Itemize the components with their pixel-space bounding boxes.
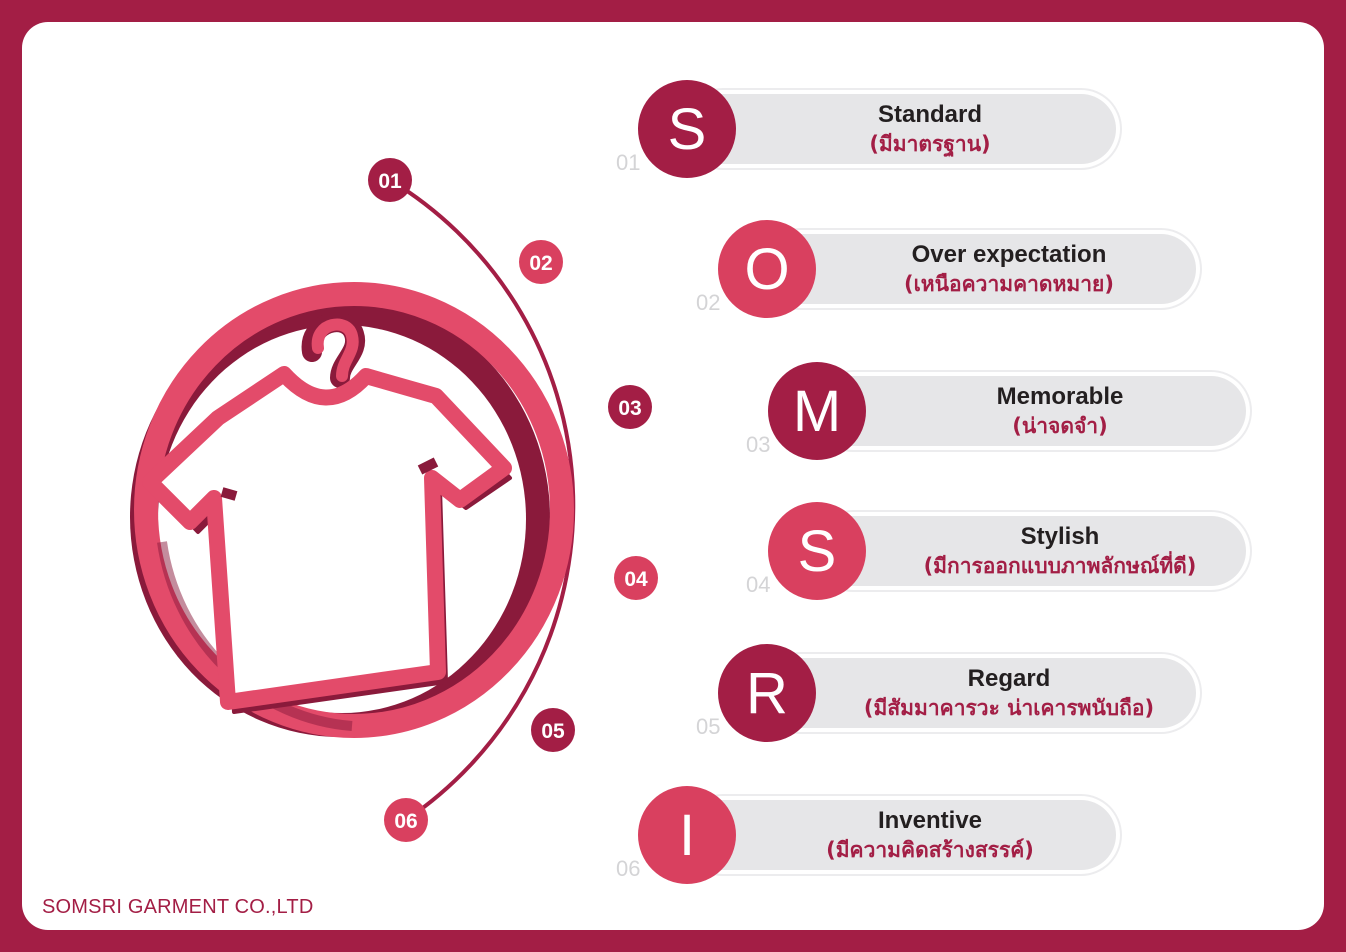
item-number: 02 bbox=[696, 290, 721, 315]
item-pill-fill bbox=[688, 94, 1116, 164]
item-number: 06 bbox=[616, 856, 641, 881]
item-letter-badge: O bbox=[718, 220, 816, 318]
item-pill-fill bbox=[818, 376, 1246, 446]
item-pill: Over expectation (เหนือความคาดหมาย) bbox=[760, 228, 1202, 310]
arc-and-emblem: 01 02 03 04 05 06 bbox=[130, 158, 658, 842]
arc-marker-label: 04 bbox=[624, 568, 648, 591]
arc-marker bbox=[519, 240, 563, 284]
item-text: Inventive (มีความคิดสร้างสรรค์) bbox=[752, 800, 1108, 870]
item-number: 04 bbox=[746, 572, 771, 597]
item-title: Standard bbox=[877, 101, 982, 128]
infographic-panel: 01 02 03 04 05 06 Standard (มีมาตรฐาน) S 01 Over … bbox=[22, 22, 1324, 930]
item-title: Memorable bbox=[996, 383, 1124, 410]
arc-marker bbox=[608, 385, 652, 429]
item-title: Regard bbox=[967, 665, 1051, 692]
item-title: Stylish bbox=[1020, 523, 1100, 550]
arc-marker-label: 05 bbox=[541, 720, 565, 743]
item-pill: Stylish (มีการออกแบบภาพลักษณ์ที่ดี) bbox=[812, 510, 1252, 592]
arc-marker-label: 02 bbox=[529, 252, 552, 275]
item-letter-badge: R bbox=[718, 644, 816, 742]
item-text: Stylish (มีการออกแบบภาพลักษณ์ที่ดี) bbox=[882, 516, 1238, 586]
company-name: SOMSRI GARMENT CO.,LTD bbox=[42, 896, 314, 918]
item-pill: Memorable (น่าจดจำ) bbox=[812, 370, 1252, 452]
item-pill-fill bbox=[766, 234, 1196, 304]
arc-marker bbox=[531, 708, 575, 752]
item-number: 05 bbox=[696, 714, 721, 739]
item-title: Over expectation bbox=[911, 241, 1107, 268]
item-pill-fill bbox=[818, 516, 1246, 586]
item-subtitle: (มีความคิดสร้างสรรค์) bbox=[826, 838, 1034, 862]
item-pill: Standard (มีมาตรฐาน) bbox=[682, 88, 1122, 170]
item-subtitle: (น่าจดจำ) bbox=[1012, 414, 1108, 438]
item-pill-fill bbox=[688, 800, 1116, 870]
arc-marker-label: 06 bbox=[394, 810, 417, 833]
item-subtitle: (เหนือความคาดหมาย) bbox=[904, 272, 1114, 296]
item-subtitle: (มีมาตรฐาน) bbox=[869, 132, 991, 156]
item-letter-badge: M bbox=[768, 362, 866, 460]
item-text: Regard (มีสัมมาคารวะ น่าเคารพนับถือ) bbox=[830, 658, 1188, 728]
item-number: 03 bbox=[746, 432, 771, 457]
item-text: Standard (มีมาตรฐาน) bbox=[752, 94, 1108, 164]
item-pill: Regard (มีสัมมาคารวะ น่าเคารพนับถือ) bbox=[760, 652, 1202, 734]
item-number: 01 bbox=[616, 150, 641, 175]
item-letter-badge: S bbox=[638, 80, 736, 178]
item-letter-badge: S bbox=[768, 502, 866, 600]
item-subtitle: (มีสัมมาคารวะ น่าเคารพนับถือ) bbox=[863, 696, 1155, 720]
arc-marker-label: 03 bbox=[618, 397, 641, 420]
item-pill-fill bbox=[766, 658, 1196, 728]
item-subtitle: (มีการออกแบบภาพลักษณ์ที่ดี) bbox=[923, 554, 1197, 578]
item-letter-badge: I bbox=[638, 786, 736, 884]
arc-marker bbox=[368, 158, 412, 202]
shirt-on-hanger-icon bbox=[130, 282, 574, 738]
item-text: Memorable (น่าจดจำ) bbox=[882, 376, 1238, 446]
arc-marker bbox=[614, 556, 658, 600]
item-pill: Inventive (มีความคิดสร้างสรรค์) bbox=[682, 794, 1122, 876]
item-title: Inventive bbox=[877, 807, 983, 834]
item-text: Over expectation (เหนือความคาดหมาย) bbox=[830, 234, 1188, 304]
arc-marker-label: 01 bbox=[378, 170, 402, 193]
arc-marker bbox=[384, 798, 428, 842]
